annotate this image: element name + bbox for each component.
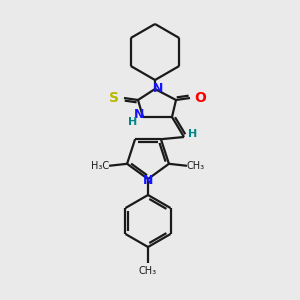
Text: H: H <box>128 117 138 127</box>
Text: CH₃: CH₃ <box>139 266 157 276</box>
Text: CH₃: CH₃ <box>187 161 205 171</box>
Text: S: S <box>109 91 119 105</box>
Text: O: O <box>194 91 206 105</box>
Text: N: N <box>153 82 163 94</box>
Text: H: H <box>188 129 198 139</box>
Text: N: N <box>143 173 153 187</box>
Text: N: N <box>134 107 144 121</box>
Text: H₃C: H₃C <box>91 161 109 171</box>
